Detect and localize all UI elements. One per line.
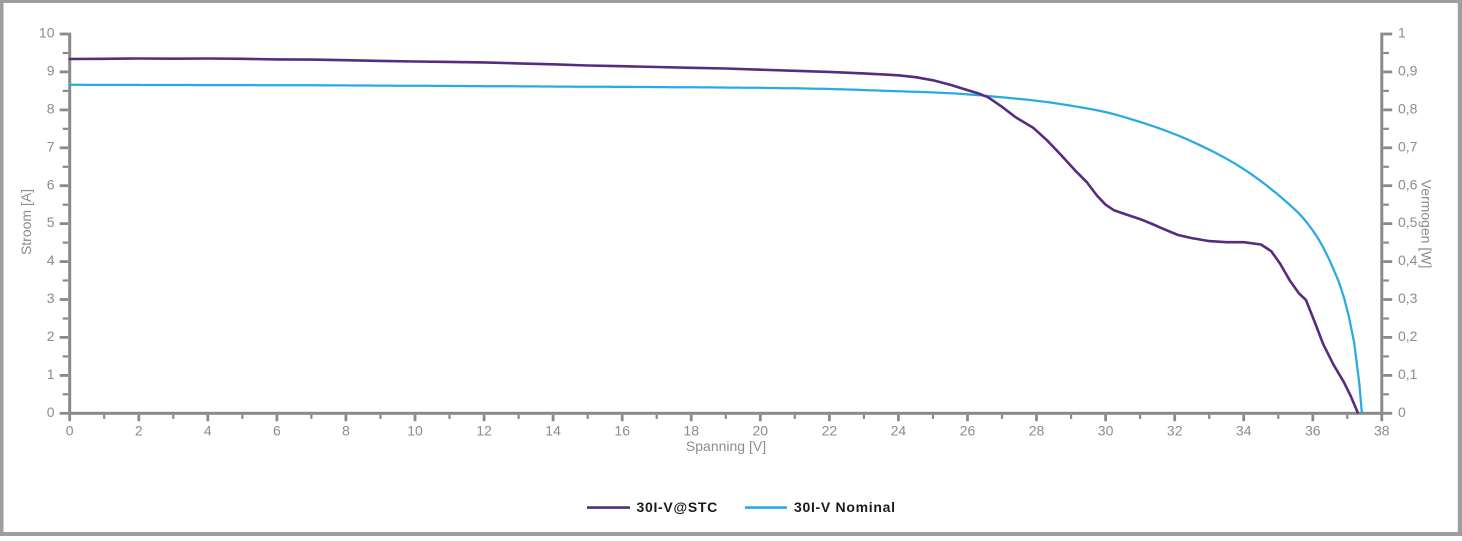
svg-text:5: 5 (47, 214, 55, 230)
svg-text:0: 0 (47, 404, 55, 420)
svg-text:28: 28 (1029, 422, 1045, 438)
svg-text:0: 0 (1398, 404, 1406, 420)
svg-text:0,7: 0,7 (1398, 138, 1418, 154)
svg-text:8: 8 (47, 101, 55, 117)
svg-text:0,9: 0,9 (1398, 63, 1418, 79)
svg-text:30: 30 (1098, 422, 1114, 438)
svg-text:0,2: 0,2 (1398, 328, 1418, 344)
svg-text:2: 2 (135, 422, 143, 438)
svg-text:18: 18 (683, 422, 699, 438)
svg-text:3: 3 (47, 290, 55, 306)
svg-text:16: 16 (614, 422, 630, 438)
svg-text:20: 20 (753, 422, 769, 438)
svg-text:9: 9 (47, 63, 55, 79)
svg-text:6: 6 (47, 176, 55, 192)
svg-text:0,3: 0,3 (1398, 290, 1418, 306)
svg-text:8: 8 (342, 422, 350, 438)
svg-text:1: 1 (1398, 25, 1406, 41)
svg-text:12: 12 (476, 422, 492, 438)
svg-text:36: 36 (1305, 422, 1321, 438)
svg-text:0,5: 0,5 (1398, 214, 1418, 230)
svg-text:26: 26 (960, 422, 976, 438)
svg-text:30I-V Nominal: 30I-V Nominal (794, 499, 896, 515)
svg-text:14: 14 (545, 422, 561, 438)
svg-text:10: 10 (407, 422, 423, 438)
svg-text:32: 32 (1167, 422, 1183, 438)
svg-text:Vermogen [W]: Vermogen [W] (1419, 180, 1435, 269)
svg-text:1: 1 (47, 366, 55, 382)
svg-text:34: 34 (1236, 422, 1252, 438)
svg-text:10: 10 (39, 25, 55, 41)
svg-text:0,4: 0,4 (1398, 252, 1418, 268)
svg-text:30I-V@STC: 30I-V@STC (637, 499, 718, 515)
svg-text:6: 6 (273, 422, 281, 438)
svg-text:Stroom [A]: Stroom [A] (18, 189, 34, 255)
svg-text:Spanning [V]: Spanning [V] (686, 438, 766, 454)
svg-text:22: 22 (822, 422, 838, 438)
svg-text:0,8: 0,8 (1398, 101, 1418, 117)
svg-text:4: 4 (47, 252, 55, 268)
svg-text:0: 0 (66, 422, 74, 438)
svg-text:2: 2 (47, 328, 55, 344)
svg-text:24: 24 (891, 422, 907, 438)
svg-text:38: 38 (1374, 422, 1390, 438)
svg-text:0,1: 0,1 (1398, 366, 1418, 382)
svg-text:4: 4 (204, 422, 212, 438)
svg-text:0,6: 0,6 (1398, 176, 1418, 192)
svg-text:7: 7 (47, 138, 55, 154)
